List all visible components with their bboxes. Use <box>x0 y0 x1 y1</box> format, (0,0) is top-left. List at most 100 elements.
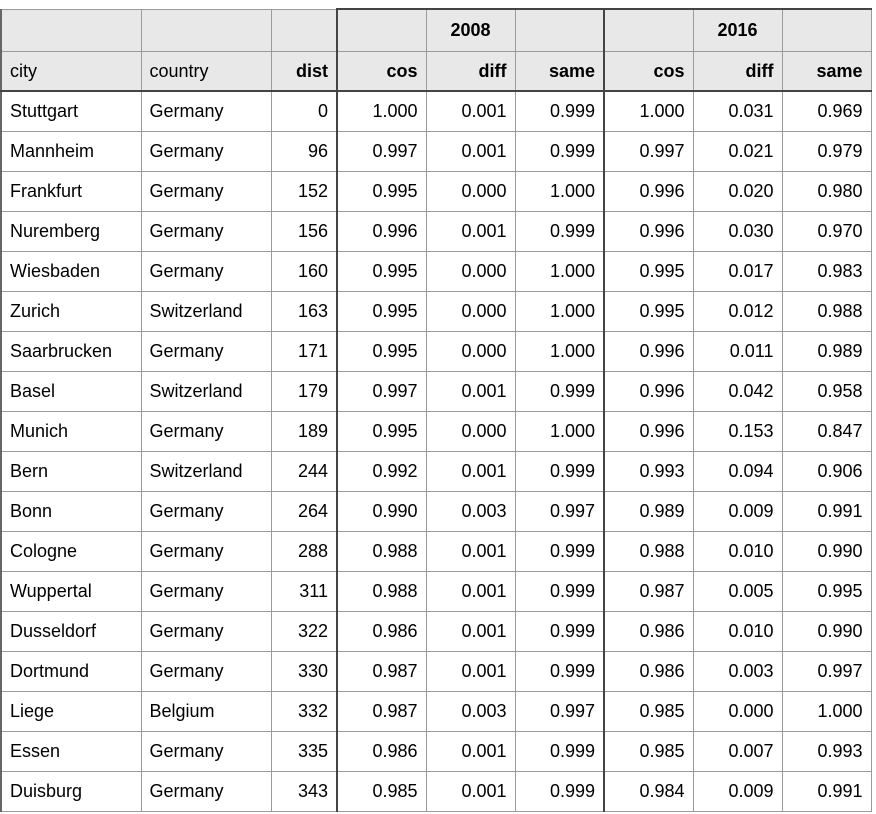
cell-city[interactable]: Dortmund <box>0 651 142 692</box>
cell-same-2008[interactable]: 0.999 <box>514 571 605 612</box>
header-country[interactable]: country <box>140 51 272 92</box>
cell-diff-2016[interactable]: 0.010 <box>692 611 783 652</box>
cell-same-2016[interactable]: 0.989 <box>781 331 872 372</box>
cell-same-2008[interactable]: 1.000 <box>514 171 605 212</box>
cell-diff-2016[interactable]: 0.007 <box>692 731 783 772</box>
cell-cos-2008[interactable]: 0.987 <box>336 651 427 692</box>
cell-cos-2016[interactable]: 0.997 <box>603 131 694 172</box>
cell-diff-2008[interactable]: 0.001 <box>425 211 516 252</box>
cell-cos-2008[interactable]: 0.995 <box>336 411 427 452</box>
cell-same-2008[interactable]: 0.999 <box>514 211 605 252</box>
cell-dist[interactable]: 244 <box>270 451 338 492</box>
cell-same-2016[interactable]: 0.979 <box>781 131 872 172</box>
cell-same-2008[interactable]: 0.999 <box>514 451 605 492</box>
cell-same-2016[interactable]: 0.995 <box>781 571 872 612</box>
cell-same-2008[interactable]: 0.999 <box>514 731 605 772</box>
cell-diff-2008[interactable]: 0.000 <box>425 331 516 372</box>
cell-city[interactable]: Bonn <box>0 491 142 532</box>
cell-city[interactable]: Cologne <box>0 531 142 572</box>
group-cell-empty[interactable] <box>603 8 694 52</box>
cell-cos-2016[interactable]: 0.995 <box>603 251 694 292</box>
header-cos-2016[interactable]: cos <box>603 51 694 92</box>
cell-country[interactable]: Switzerland <box>140 371 272 412</box>
cell-city[interactable]: Frankfurt <box>0 171 142 212</box>
header-city[interactable]: city <box>0 51 142 92</box>
group-cell-empty[interactable] <box>0 8 142 52</box>
cell-diff-2008[interactable]: 0.001 <box>425 531 516 572</box>
cell-city[interactable]: Nuremberg <box>0 211 142 252</box>
cell-country[interactable]: Switzerland <box>140 451 272 492</box>
cell-diff-2016[interactable]: 0.042 <box>692 371 783 412</box>
cell-country[interactable]: Germany <box>140 771 272 812</box>
cell-dist[interactable]: 96 <box>270 131 338 172</box>
cell-same-2008[interactable]: 1.000 <box>514 411 605 452</box>
cell-city[interactable]: Dusseldorf <box>0 611 142 652</box>
cell-cos-2016[interactable]: 0.996 <box>603 331 694 372</box>
cell-same-2008[interactable]: 1.000 <box>514 291 605 332</box>
cell-cos-2016[interactable]: 0.996 <box>603 411 694 452</box>
cell-city[interactable]: Liege <box>0 691 142 732</box>
cell-cos-2008[interactable]: 0.995 <box>336 331 427 372</box>
cell-city[interactable]: Saarbrucken <box>0 331 142 372</box>
cell-same-2016[interactable]: 0.969 <box>781 90 872 132</box>
cell-same-2008[interactable]: 1.000 <box>514 251 605 292</box>
cell-city[interactable]: Mannheim <box>0 131 142 172</box>
cell-same-2016[interactable]: 0.990 <box>781 611 872 652</box>
header-same-2008[interactable]: same <box>514 51 605 92</box>
cell-city[interactable]: Wuppertal <box>0 571 142 612</box>
cell-country[interactable]: Germany <box>140 331 272 372</box>
cell-country[interactable]: Germany <box>140 651 272 692</box>
cell-diff-2008[interactable]: 0.003 <box>425 491 516 532</box>
cell-diff-2016[interactable]: 0.011 <box>692 331 783 372</box>
cell-country[interactable]: Germany <box>140 251 272 292</box>
cell-country[interactable]: Germany <box>140 131 272 172</box>
cell-cos-2016[interactable]: 0.985 <box>603 731 694 772</box>
cell-cos-2008[interactable]: 0.995 <box>336 251 427 292</box>
cell-cos-2016[interactable]: 0.986 <box>603 611 694 652</box>
cell-country[interactable]: Germany <box>140 611 272 652</box>
cell-diff-2016[interactable]: 0.031 <box>692 90 783 132</box>
cell-same-2016[interactable]: 0.988 <box>781 291 872 332</box>
cell-city[interactable]: Basel <box>0 371 142 412</box>
cell-country[interactable]: Belgium <box>140 691 272 732</box>
cell-dist[interactable]: 335 <box>270 731 338 772</box>
cell-diff-2016[interactable]: 0.009 <box>692 771 783 812</box>
cell-dist[interactable]: 152 <box>270 171 338 212</box>
cell-diff-2008[interactable]: 0.001 <box>425 371 516 412</box>
header-same-2016[interactable]: same <box>781 51 872 92</box>
cell-city[interactable]: Munich <box>0 411 142 452</box>
cell-city[interactable]: Zurich <box>0 291 142 332</box>
cell-same-2016[interactable]: 1.000 <box>781 691 872 732</box>
cell-cos-2008[interactable]: 0.992 <box>336 451 427 492</box>
cell-city[interactable]: Stuttgart <box>0 90 142 132</box>
cell-same-2016[interactable]: 0.993 <box>781 731 872 772</box>
cell-diff-2016[interactable]: 0.005 <box>692 571 783 612</box>
cell-dist[interactable]: 0 <box>270 90 338 132</box>
cell-cos-2008[interactable]: 0.997 <box>336 131 427 172</box>
cell-cos-2016[interactable]: 0.996 <box>603 371 694 412</box>
cell-dist[interactable]: 156 <box>270 211 338 252</box>
cell-cos-2016[interactable]: 0.988 <box>603 531 694 572</box>
cell-same-2016[interactable]: 0.990 <box>781 531 872 572</box>
cell-country[interactable]: Germany <box>140 491 272 532</box>
cell-cos-2016[interactable]: 0.995 <box>603 291 694 332</box>
cell-cos-2016[interactable]: 0.984 <box>603 771 694 812</box>
cell-diff-2016[interactable]: 0.003 <box>692 651 783 692</box>
cell-dist[interactable]: 322 <box>270 611 338 652</box>
cell-country[interactable]: Germany <box>140 531 272 572</box>
cell-cos-2008[interactable]: 0.987 <box>336 691 427 732</box>
cell-same-2016[interactable]: 0.980 <box>781 171 872 212</box>
cell-country[interactable]: Germany <box>140 171 272 212</box>
cell-city[interactable]: Duisburg <box>0 771 142 812</box>
cell-same-2016[interactable]: 0.997 <box>781 651 872 692</box>
cell-country[interactable]: Germany <box>140 571 272 612</box>
cell-same-2008[interactable]: 0.999 <box>514 371 605 412</box>
cell-diff-2008[interactable]: 0.000 <box>425 251 516 292</box>
cell-dist[interactable]: 330 <box>270 651 338 692</box>
group-cell-empty[interactable] <box>270 8 338 52</box>
cell-cos-2016[interactable]: 0.987 <box>603 571 694 612</box>
cell-diff-2008[interactable]: 0.000 <box>425 291 516 332</box>
cell-diff-2016[interactable]: 0.000 <box>692 691 783 732</box>
group-cell-empty[interactable] <box>140 8 272 52</box>
cell-diff-2008[interactable]: 0.001 <box>425 771 516 812</box>
